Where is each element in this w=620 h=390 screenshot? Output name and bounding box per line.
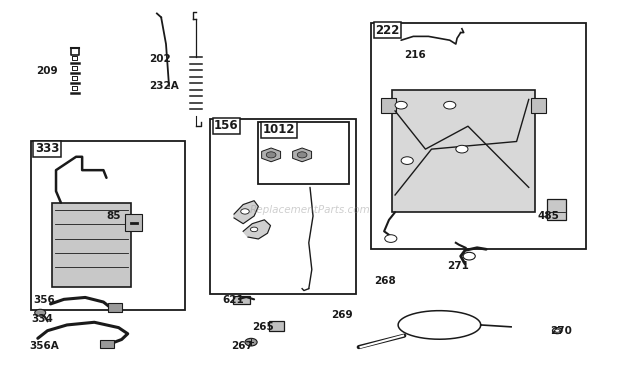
Text: ReplacementParts.com: ReplacementParts.com bbox=[250, 205, 370, 215]
Text: 621: 621 bbox=[222, 295, 244, 305]
Circle shape bbox=[555, 329, 560, 332]
Bar bbox=[531, 98, 546, 113]
Circle shape bbox=[395, 101, 407, 109]
Bar bbox=[51, 203, 131, 287]
Bar bbox=[100, 340, 113, 348]
Bar bbox=[269, 321, 284, 331]
Circle shape bbox=[401, 157, 414, 165]
Text: 265: 265 bbox=[252, 322, 274, 332]
Bar bbox=[125, 214, 142, 231]
Circle shape bbox=[456, 145, 468, 153]
Bar bbox=[30, 142, 185, 310]
Bar bbox=[547, 199, 567, 220]
Circle shape bbox=[35, 309, 46, 316]
Text: 333: 333 bbox=[35, 142, 59, 155]
Text: 485: 485 bbox=[538, 211, 560, 221]
Polygon shape bbox=[243, 220, 270, 239]
Text: 209: 209 bbox=[36, 66, 58, 76]
Text: 232A: 232A bbox=[149, 81, 179, 91]
Text: 216: 216 bbox=[404, 50, 426, 60]
Text: 85: 85 bbox=[107, 211, 121, 221]
Circle shape bbox=[297, 152, 307, 158]
Text: 356: 356 bbox=[33, 295, 55, 305]
Text: 270: 270 bbox=[550, 326, 572, 336]
Circle shape bbox=[552, 328, 562, 334]
Text: 267: 267 bbox=[231, 341, 253, 351]
Text: 222: 222 bbox=[375, 24, 399, 37]
Text: 269: 269 bbox=[331, 310, 353, 321]
Polygon shape bbox=[234, 201, 259, 223]
Text: 156: 156 bbox=[214, 119, 239, 132]
Circle shape bbox=[266, 152, 276, 158]
Text: 356A: 356A bbox=[29, 341, 59, 351]
Circle shape bbox=[444, 101, 456, 109]
Bar bbox=[210, 119, 355, 294]
Circle shape bbox=[250, 227, 258, 232]
Circle shape bbox=[241, 209, 249, 214]
Text: 268: 268 bbox=[374, 276, 396, 286]
Bar bbox=[381, 98, 396, 113]
Text: 202: 202 bbox=[149, 54, 170, 64]
Bar bbox=[259, 122, 350, 184]
Circle shape bbox=[245, 338, 257, 346]
Text: 334: 334 bbox=[32, 314, 53, 324]
Text: 1012: 1012 bbox=[263, 123, 295, 136]
Bar bbox=[233, 296, 250, 304]
Text: 271: 271 bbox=[446, 261, 469, 271]
Circle shape bbox=[385, 235, 397, 243]
Bar bbox=[392, 90, 535, 212]
Bar bbox=[108, 303, 122, 312]
Circle shape bbox=[463, 252, 476, 260]
Bar bbox=[371, 23, 587, 248]
